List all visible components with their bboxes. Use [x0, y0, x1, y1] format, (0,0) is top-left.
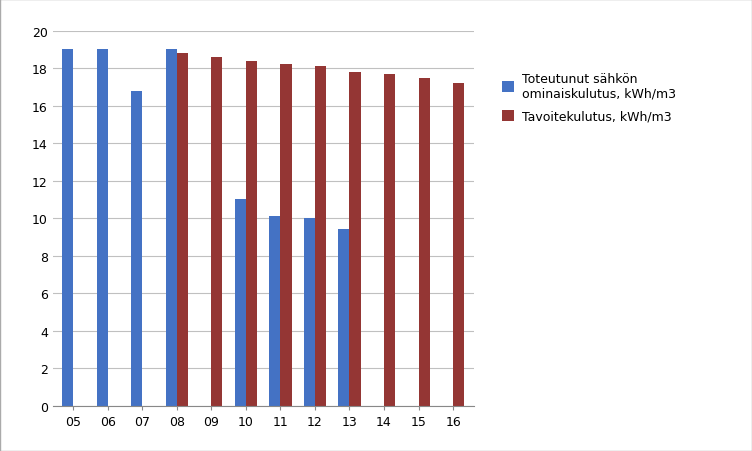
Bar [132, 92, 142, 406]
Bar [97, 51, 108, 406]
Legend: Toteutunut sähkön
ominaiskulutus, kWh/m3, Tavoitekulutus, kWh/m3: Toteutunut sähkön ominaiskulutus, kWh/m3… [497, 68, 681, 129]
Bar [384, 74, 395, 406]
Bar [246, 61, 257, 406]
Bar [62, 51, 74, 406]
Bar [269, 217, 280, 406]
Bar [166, 51, 177, 406]
Bar [453, 84, 464, 406]
Bar [235, 200, 246, 406]
Bar [338, 230, 350, 406]
Bar [211, 58, 223, 406]
Bar [304, 219, 315, 406]
Bar [350, 73, 360, 406]
Bar [177, 54, 188, 406]
Bar [280, 65, 292, 406]
Bar [315, 67, 326, 406]
Bar [419, 78, 429, 406]
